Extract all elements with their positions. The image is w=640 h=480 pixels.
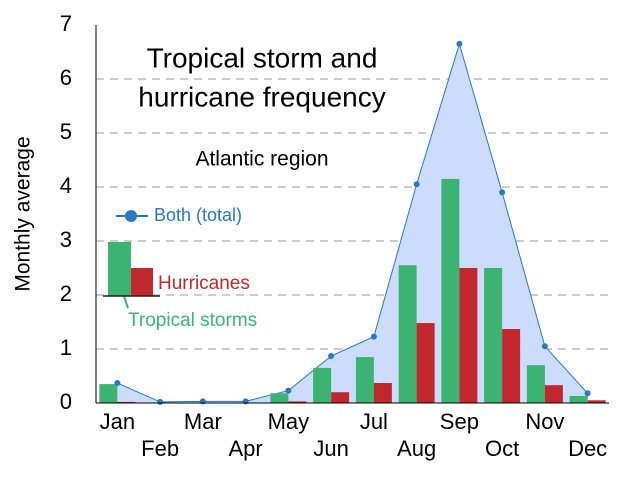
legend-swatch: [108, 242, 131, 296]
y-tick-label: 6: [60, 65, 72, 90]
point: [328, 353, 335, 360]
x-tick-label: Nov: [525, 409, 564, 434]
chart-subtitle: Atlantic region: [195, 148, 328, 171]
y-tick-label: 2: [60, 281, 72, 306]
chart-title: Tropical storm and: [147, 42, 378, 73]
line: [117, 42, 588, 403]
bar: [373, 383, 392, 403]
bar: [117, 401, 136, 403]
y-axis-label: Monthly average: [12, 136, 35, 291]
bar: [484, 268, 503, 403]
y-tick-label: 1: [60, 335, 72, 360]
point: [114, 380, 121, 387]
point: [285, 387, 292, 394]
point: [413, 181, 420, 188]
x-tick-label: Jun: [313, 436, 348, 461]
legend-label: Both (total): [154, 205, 242, 225]
bar: [288, 401, 307, 403]
x-tick-label: Mar: [184, 409, 222, 434]
legend-pointer: [123, 295, 129, 309]
x-tick-label: Jan: [100, 409, 135, 434]
bar: [526, 365, 545, 403]
point: [499, 189, 506, 196]
bar: [355, 357, 374, 403]
y-tick-label: 3: [60, 227, 72, 252]
bar: [331, 392, 350, 403]
bar: [270, 393, 289, 403]
legend-label: Hurricanes: [158, 273, 250, 294]
bar: [398, 265, 417, 403]
y-tick-label: 4: [60, 173, 72, 198]
bar: [459, 268, 478, 403]
y-tick-label: 7: [60, 11, 72, 36]
x-tick-label: Sep: [440, 409, 479, 434]
x-tick-label: Feb: [141, 436, 179, 461]
legend-swatch: [131, 268, 153, 296]
x-tick-label: Aug: [397, 436, 436, 461]
x-tick-label: May: [268, 409, 310, 434]
point: [541, 343, 548, 350]
y-tick-label: 0: [60, 389, 72, 414]
bar: [416, 323, 435, 403]
bar: [502, 329, 521, 403]
x-tick-label: Jul: [360, 409, 388, 434]
point: [584, 390, 591, 397]
legend-marker: [125, 210, 137, 222]
bar: [313, 367, 332, 403]
x-tick-label: Apr: [229, 436, 263, 461]
x-tick-label: Dec: [568, 436, 607, 461]
bar: [544, 385, 563, 403]
bar: [587, 400, 606, 403]
point: [157, 398, 164, 405]
y-tick-label: 5: [60, 119, 72, 144]
bar: [569, 395, 588, 403]
chart-title: hurricane frequency: [138, 81, 385, 112]
bar: [99, 384, 118, 403]
point: [370, 333, 377, 340]
point: [456, 40, 463, 47]
bar: [441, 178, 460, 403]
legend-label: Tropical storms: [128, 310, 257, 331]
x-tick-label: Oct: [485, 436, 519, 461]
